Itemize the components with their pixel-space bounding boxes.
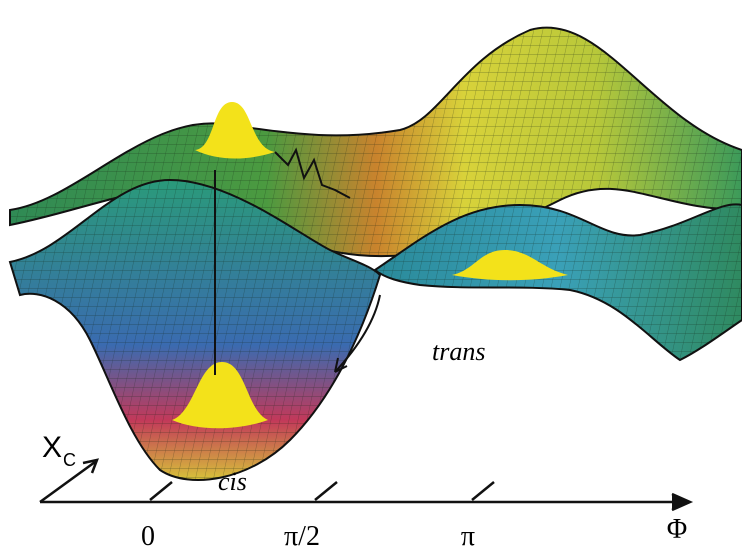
tick-label: 0: [141, 521, 155, 552]
tick: [471, 481, 495, 501]
arrowhead: [334, 357, 348, 373]
arrows: [214, 147, 381, 375]
wavepacket: [195, 102, 275, 159]
tick-label: π/2: [284, 521, 320, 552]
wavepacket: [452, 250, 568, 281]
y-axis-subscript: C: [63, 450, 76, 470]
mesh: [10, 180, 380, 480]
x-axis-label: Φ: [667, 514, 687, 545]
y-axis-label: X: [42, 431, 62, 464]
axes: [39, 458, 694, 512]
curved-arrow: [334, 294, 381, 373]
x-axis-arrow: [671, 492, 694, 512]
tick: [149, 481, 173, 501]
cis-label: cis: [218, 467, 247, 496]
mesh: [375, 204, 742, 360]
y-axis-arrow: [82, 458, 99, 474]
tick: [314, 481, 338, 501]
wavepacket: [172, 362, 268, 429]
y-axis: [39, 460, 96, 504]
surfaces: [8, 26, 742, 481]
relaxation-path: [274, 147, 351, 199]
tick-label: π: [461, 521, 475, 552]
wavepackets: [172, 102, 568, 429]
mesh: [10, 27, 742, 257]
trans-label: trans: [432, 337, 485, 366]
